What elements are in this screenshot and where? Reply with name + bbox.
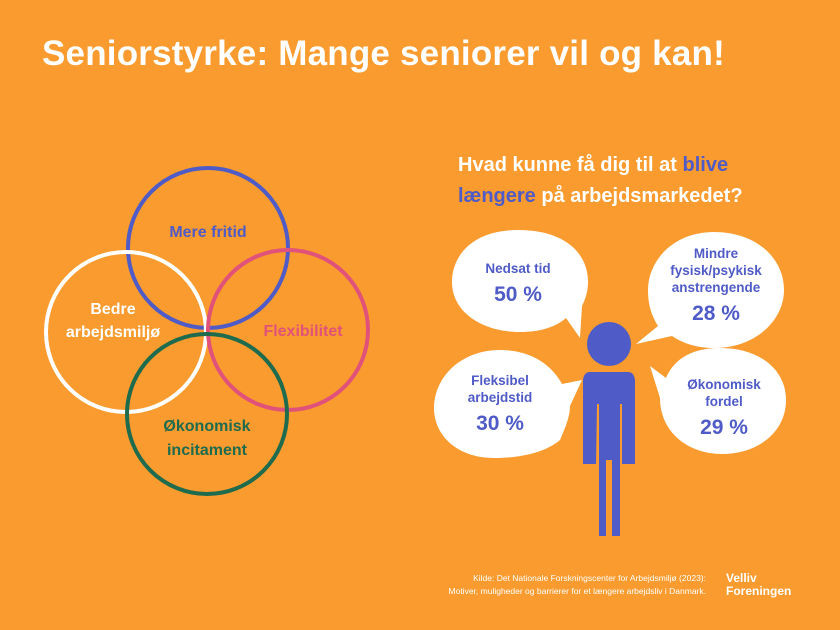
question-text-1: Hvad kunne få dig til at — [458, 154, 683, 176]
bubble-label: Fleksibel — [471, 373, 529, 388]
speech-bubble-2 — [636, 232, 784, 348]
logo-line-1: Velliv — [726, 571, 757, 585]
bubble-label: Mindre — [693, 246, 739, 261]
velliv-logo: Velliv Foreningen — [726, 572, 791, 598]
bubble-label: Nedsat tid — [485, 261, 551, 276]
bubble-value: 50 % — [494, 283, 542, 306]
venn-label-left-2: arbejdsmiljø — [66, 324, 160, 341]
person-body — [583, 372, 635, 536]
bubble-label: fysisk/psykisk — [670, 263, 762, 278]
question-highlight-2: længere — [458, 185, 536, 207]
bubble-value: 29 % — [700, 416, 748, 439]
bubble-flexible-hours: Fleksibel arbejdstid 30 % — [438, 372, 562, 436]
source-line-2: Motiver, muligheder og barrierer for et … — [448, 586, 706, 596]
venn-label-bottom-2: incitament — [167, 442, 248, 459]
venn-label-top: Mere fritid — [169, 224, 246, 241]
logo-line-2: Foreningen — [726, 584, 792, 598]
bubble-label: Økonomisk — [687, 377, 761, 392]
speech-bubble-3 — [434, 350, 582, 458]
venn-label-left-1: Bedre — [90, 301, 135, 318]
speech-bubble-4 — [650, 348, 786, 454]
bubble-economic-benefit: Økonomisk fordel 29 % — [662, 376, 786, 440]
question-heading: Hvad kunne få dig til at blive længere på… — [458, 150, 798, 212]
bubble-reduced-hours: Nedsat tid 50 % — [456, 260, 580, 307]
bubble-label: fordel — [705, 394, 743, 409]
bubble-label: arbejdstid — [467, 390, 533, 405]
bubble-label: anstrengende — [671, 280, 761, 295]
question-highlight-1: blive — [682, 154, 729, 176]
venn-label-right: Flexibilitet — [263, 323, 343, 340]
speech-bubble-1 — [452, 230, 588, 338]
venn-circle-bottom — [125, 332, 289, 496]
venn-label-bottom-1: Økonomisk — [163, 418, 250, 435]
bubble-less-strain: Mindre fysisk/psykisk anstrengende 28 % — [652, 245, 780, 326]
person-head — [587, 322, 631, 366]
question-text-2: på arbejdsmarkedet? — [535, 185, 743, 207]
page-title: Seniorstyrke: Mange seniorer vil og kan! — [42, 34, 725, 73]
bubble-value: 28 % — [692, 302, 740, 325]
source-citation: Kilde: Det Nationale Forskningscenter fo… — [366, 572, 706, 598]
source-line-1: Kilde: Det Nationale Forskningscenter fo… — [473, 573, 706, 583]
bubble-value: 30 % — [476, 412, 524, 435]
